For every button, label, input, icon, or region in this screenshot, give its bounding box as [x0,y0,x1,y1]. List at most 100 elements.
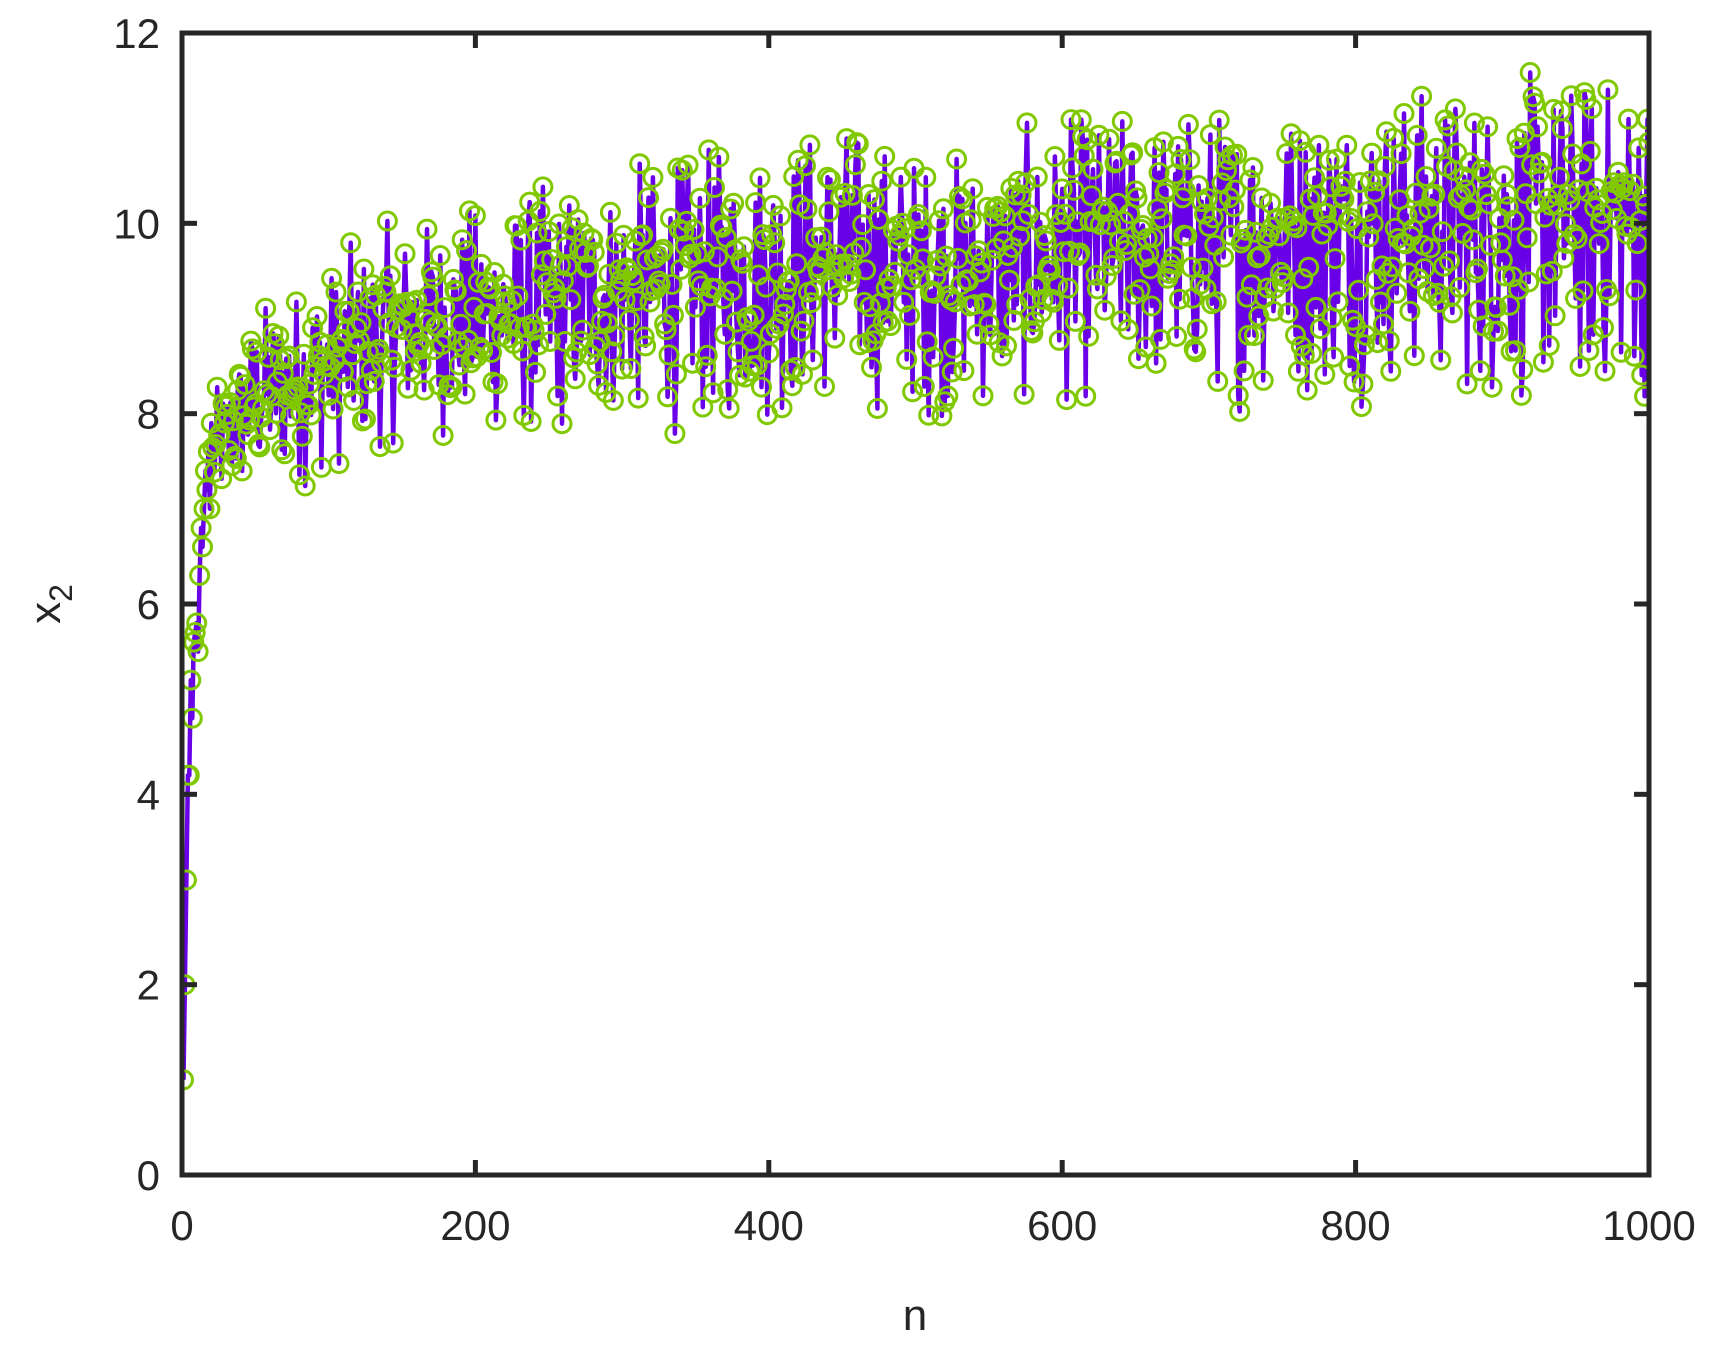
data-point-marker [1123,283,1145,305]
data-point-marker [792,363,813,385]
data-point-marker [1439,250,1460,272]
data-point-marker [962,178,984,200]
data-point-marker [642,166,664,188]
data-point-marker [1378,330,1400,352]
data-point-marker [1594,360,1616,382]
data-point-marker [363,370,385,392]
data-point-marker [708,146,730,168]
data-point-marker [727,341,749,363]
data-point-marker [1364,181,1386,203]
data-point-marker [1207,370,1229,392]
data-point-marker [1593,317,1614,339]
data-point-marker [937,385,959,407]
y-tick-label: 8 [137,391,160,438]
data-point-marker [346,317,368,339]
data-point-marker [328,453,350,475]
data-point-marker [778,270,800,292]
data-point-marker [1446,142,1468,164]
data-point-marker [726,311,747,333]
data-point-marker [432,425,454,446]
data-point-marker [1010,184,1032,206]
y-tick-label: 0 [137,1152,160,1199]
data-point-marker [1314,363,1336,385]
data-point-marker [240,330,262,352]
data-point-marker [1227,384,1249,406]
data-point-marker [545,287,567,309]
data-point-marker [418,285,439,307]
data-point-marker [1370,291,1391,313]
data-point-marker [1386,282,1408,304]
data-point-marker [1309,318,1331,340]
data-point-marker [300,404,322,426]
data-point-marker [1085,264,1107,286]
y-tick-label: 10 [113,200,160,247]
data-point-marker [1062,157,1083,179]
data-point-marker [928,210,950,232]
data-point-marker [714,323,736,345]
data-point-marker [990,201,1012,223]
data-point-marker [1015,172,1036,194]
data-point-marker [416,218,438,240]
data-point-marker [662,304,684,326]
data-point-marker [1359,170,1381,192]
data-point-marker [1145,352,1167,374]
data-point-marker [265,402,287,424]
data-point-marker [1095,265,1117,287]
data-point-marker [481,342,502,363]
data-point-marker [1305,296,1327,318]
data-point-marker [601,341,623,363]
data-point-marker [617,259,639,281]
data-point-marker [306,306,328,327]
data-point-marker [1016,112,1038,134]
data-point-marker [1634,385,1649,407]
data-point-marker [1415,166,1437,187]
data-point-marker [486,373,508,395]
data-point-marker [790,320,812,342]
data-point-marker [991,345,1013,367]
data-point-marker [1185,341,1207,363]
data-point-marker [434,297,456,319]
data-point-marker [1139,258,1161,280]
data-point-marker [802,349,824,371]
data-point-marker [285,291,307,313]
data-point-marker [340,232,362,254]
data-point-marker [900,269,922,291]
data-point-marker [665,363,687,385]
data-point-marker [338,300,360,322]
data-point-marker [771,397,793,419]
data-point-marker [830,186,852,208]
data-point-marker [1497,196,1519,218]
data-point-marker [773,303,794,325]
data-point-marker [442,268,464,290]
data-point-marker [186,612,208,634]
data-point-marker [649,274,671,295]
data-point-marker [1327,291,1349,313]
data-point-marker [1186,318,1208,340]
data-point-marker [627,387,649,409]
data-point-marker [371,352,392,374]
data-point-marker [673,220,695,242]
data-point-marker [1142,227,1164,249]
data-point-marker [582,229,604,251]
data-point-marker [1572,280,1594,302]
data-point-marker [1326,148,1347,170]
data-point-marker [1449,277,1471,298]
y-tick-label: 2 [137,962,160,1009]
data-point-marker [1610,341,1632,363]
data-point-marker [638,187,659,209]
data-point-marker [972,385,994,407]
data-point-marker [376,210,398,232]
data-point-marker [1343,371,1365,393]
data-point-marker [577,255,599,277]
data-point-marker [1122,142,1144,164]
data-point-marker [604,325,626,347]
data-point-marker [1549,166,1570,188]
data-point-marker [1480,234,1502,256]
data-point-marker [800,292,822,314]
data-point-marker [548,213,570,235]
data-point-marker [1006,293,1028,315]
data-point-marker [863,189,885,211]
x-tick-label: 600 [1027,1202,1097,1249]
x-tick-label: 400 [734,1202,804,1249]
data-point-marker [1437,115,1459,137]
